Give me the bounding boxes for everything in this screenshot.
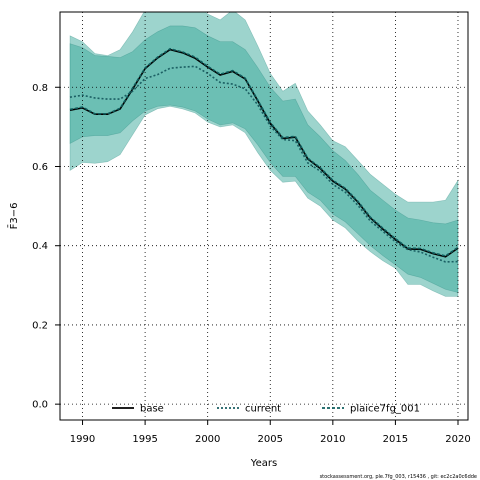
series-line-current (69, 65, 459, 263)
x-tick-label: 2010 (320, 434, 345, 445)
x-tick-label: 2005 (258, 434, 283, 445)
legend-label-base: base (140, 404, 164, 415)
x-tick-label: 1995 (132, 434, 157, 445)
x-tick-label: 1990 (70, 434, 95, 445)
series-line-plaice7fg_001 (69, 47, 459, 257)
plot-frame (59, 11, 469, 421)
y-axis-title: F̄3−6 (7, 203, 20, 230)
grid-lines (60, 12, 468, 420)
y-tick-label: 0.0 (32, 400, 48, 411)
x-axis: 1990 1995 2000 2005 2010 2015 2020 (70, 420, 471, 445)
x-tick-label: 2000 (195, 434, 220, 445)
x-tick-label: 2020 (445, 434, 470, 445)
series-lines (69, 47, 459, 263)
y-axis: 0.0 0.2 0.4 0.6 0.8 (32, 83, 60, 411)
legend-label-current: current (245, 404, 281, 415)
y-tick-label: 0.4 (32, 241, 48, 252)
legend: base current plaice7fg_001 (112, 404, 420, 415)
x-tick-label: 2015 (383, 434, 408, 445)
legend-label-plaice7fg_001: plaice7fg_001 (350, 404, 420, 415)
y-tick-label: 0.8 (32, 83, 48, 94)
y-tick-label: 0.6 (32, 162, 48, 173)
confidence-bands (69, 12, 459, 297)
x-axis-title: Years (250, 458, 277, 469)
y-tick-label: 0.2 (32, 320, 48, 331)
footnote: stockassessment.org, ple.7fg_003, r15436… (320, 474, 477, 480)
